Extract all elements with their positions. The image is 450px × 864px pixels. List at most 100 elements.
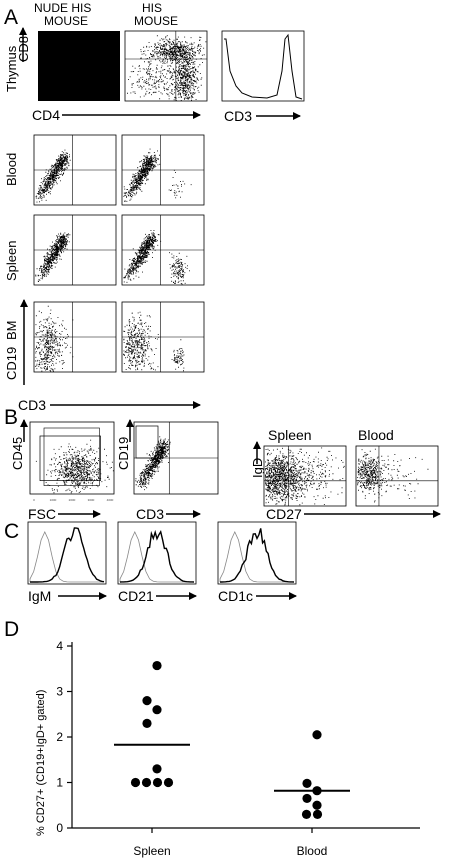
col-header-nude-line2: MOUSE: [44, 14, 88, 28]
y-tick-label: 4: [56, 639, 63, 653]
marker-curve: [119, 529, 195, 583]
his-thymus-frame: [124, 30, 208, 102]
plot-bm-his: [121, 301, 205, 373]
axis-label-cd19: CD19: [4, 347, 19, 380]
event-dots: [171, 339, 185, 372]
row-label-bm: BM: [4, 321, 19, 341]
scatter-chart: 0 1 2 3 4 Spleen Blood: [56, 639, 420, 858]
nude-thymus-plot: [38, 31, 120, 101]
fsc-tick: 3000: [88, 498, 95, 502]
panel-d-letter: D: [4, 618, 19, 641]
panel-a-letter: A: [4, 6, 18, 29]
hist-axis-label: CD21: [118, 588, 154, 604]
panel-d: D % CD27+ (CD19+IgD+ gated) 0 1 2 3 4 Spleen B…: [4, 618, 420, 858]
event-dots: [123, 311, 160, 371]
col-header-his-line2: MOUSE: [134, 14, 178, 28]
data-point: [302, 778, 312, 789]
marker-curve: [30, 527, 105, 583]
cd3-histogram: [221, 30, 305, 102]
isotype-curve: [119, 531, 194, 583]
plot-bm-nude: [33, 301, 117, 373]
plot-spleen-nude: [33, 214, 117, 286]
hist-cd21: CD21: [117, 521, 197, 604]
axis-label-cd27: CD27: [266, 506, 302, 522]
axis-label-cd45: CD45: [10, 437, 25, 470]
data-point: [163, 777, 174, 788]
fsc-gate-outer: [43, 427, 100, 486]
row-label-spleen: Spleen: [4, 241, 19, 281]
data-point: [152, 660, 162, 671]
isotype-curve: [219, 531, 294, 583]
axis-label-cd3-hist: CD3: [224, 108, 252, 124]
event-dots: [135, 436, 171, 491]
col-header-his: HIS MOUSE: [134, 1, 178, 28]
plot-spleen-his: [121, 214, 205, 286]
data-point: [301, 809, 312, 819]
hist-axis-label: IgM: [28, 588, 51, 604]
fsc-tick: 2000: [69, 498, 76, 502]
fsc-gate: [39, 435, 101, 481]
data-point: [141, 777, 152, 788]
event-dots: [265, 447, 345, 505]
isotype-curve: [29, 531, 104, 583]
event-dots: [35, 439, 114, 494]
chart-y-label: % CD27+ (CD19+IgD+ gated): [35, 690, 47, 836]
data-point: [142, 718, 152, 728]
x-category-label: Spleen: [133, 844, 170, 858]
panel-b: B CD45 FSC 0 1000 2000 3000 4000 CD19 CD3 Sp…: [4, 406, 441, 522]
plot-blood-nude: [33, 134, 117, 206]
cd19-cd3-plot: [133, 421, 219, 495]
hist-cd1c: CD1c: [217, 521, 297, 604]
igd-cd27-blood-plot: [355, 445, 439, 507]
title-blood: Blood: [358, 427, 394, 443]
cd3-hist-curve: [224, 33, 303, 100]
hist-frame: [117, 521, 197, 585]
igd-cd27-spleen-plot: [263, 445, 347, 507]
data-point: [130, 777, 141, 788]
hist-axis-label: CD1c: [218, 588, 253, 604]
his-thymus-plot: [124, 30, 208, 102]
data-point: [152, 764, 162, 774]
hist-frame: [27, 521, 107, 585]
event-dots: [265, 447, 327, 506]
data-point: [142, 696, 152, 706]
hist-frame: [217, 521, 297, 585]
axis-label-cd19-b: CD19: [116, 437, 131, 470]
data-point: [152, 705, 162, 715]
event-dots: [123, 148, 161, 202]
plot-blood-his: [121, 134, 205, 206]
event-dots: [140, 35, 207, 72]
panel-c-letter: C: [4, 520, 19, 543]
cd3-hist-frame: [221, 30, 305, 102]
col-header-nude-line1: NUDE HIS: [34, 1, 91, 15]
y-tick-label: 3: [56, 685, 63, 699]
event-dots: [123, 230, 162, 283]
row-label-thymus: Thymus: [4, 45, 19, 92]
cd45-fsc-plot: 0 1000 2000 3000 4000: [29, 421, 115, 502]
data-point: [152, 777, 163, 788]
y-tick-label: 0: [56, 821, 63, 835]
data-point: [312, 800, 322, 810]
y-tick-label: 2: [56, 730, 63, 744]
hist-igm: IgM: [27, 521, 107, 604]
data-point: [302, 793, 312, 804]
panel-c: C IgM CD21 CD1c: [4, 520, 297, 604]
axis-label-cd3-b: CD3: [136, 506, 164, 522]
event-dots: [35, 149, 71, 203]
col-header-his-line1: HIS: [142, 1, 162, 15]
axis-label-fsc: FSC: [28, 506, 56, 522]
data-point: [312, 730, 322, 740]
event-dots: [35, 232, 71, 282]
axis-label-igd: IgD: [250, 458, 265, 478]
title-spleen: Spleen: [268, 427, 312, 443]
row-label-blood: Blood: [4, 153, 19, 186]
col-header-nude: NUDE HIS MOUSE: [34, 1, 95, 28]
data-point: [312, 809, 323, 819]
event-dots: [357, 448, 400, 503]
axis-label-cd4: CD4: [32, 107, 60, 123]
marker-curve: [220, 528, 295, 583]
panel-a: A NUDE HIS MOUSE HIS MOUSE Thymus CD8 CD…: [4, 1, 305, 413]
y-tick-label: 1: [56, 776, 63, 790]
panel-c-histograms: IgM CD21 CD1c: [27, 521, 297, 604]
